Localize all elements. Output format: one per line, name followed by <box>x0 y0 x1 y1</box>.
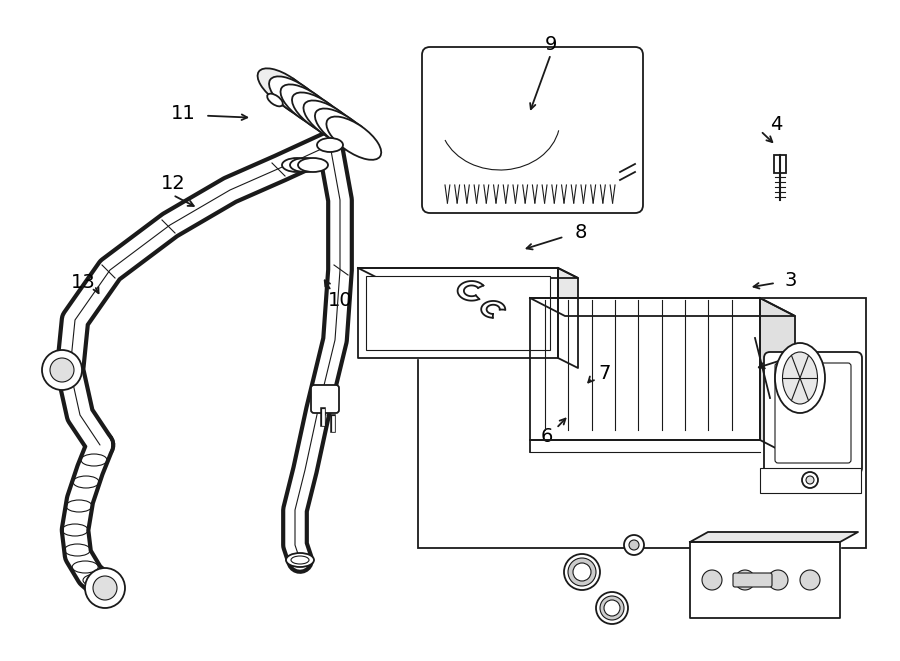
Ellipse shape <box>292 93 346 136</box>
Ellipse shape <box>317 138 343 152</box>
Bar <box>774 155 786 173</box>
FancyBboxPatch shape <box>422 47 643 213</box>
Text: 7: 7 <box>598 364 611 383</box>
Text: 5: 5 <box>788 348 800 366</box>
FancyBboxPatch shape <box>311 385 339 413</box>
Circle shape <box>573 563 591 581</box>
Circle shape <box>93 576 117 600</box>
Polygon shape <box>358 268 578 278</box>
Circle shape <box>629 540 639 550</box>
Text: 6: 6 <box>541 427 554 446</box>
Circle shape <box>624 535 644 555</box>
Ellipse shape <box>775 343 825 413</box>
Ellipse shape <box>269 77 324 120</box>
Text: 3: 3 <box>784 272 796 290</box>
Circle shape <box>806 476 814 484</box>
FancyBboxPatch shape <box>733 573 772 587</box>
FancyBboxPatch shape <box>775 363 851 463</box>
Circle shape <box>596 592 628 624</box>
Polygon shape <box>358 268 558 358</box>
Circle shape <box>800 570 820 590</box>
Ellipse shape <box>290 158 320 172</box>
Text: 12: 12 <box>160 175 185 193</box>
Bar <box>418 298 866 548</box>
Text: 9: 9 <box>544 36 557 54</box>
Bar <box>760 468 861 493</box>
Ellipse shape <box>298 158 328 172</box>
FancyBboxPatch shape <box>764 352 862 474</box>
Circle shape <box>564 554 600 590</box>
Circle shape <box>768 570 788 590</box>
Text: 8: 8 <box>574 223 587 242</box>
Text: 4: 4 <box>770 115 782 134</box>
Circle shape <box>735 570 755 590</box>
Polygon shape <box>690 542 840 618</box>
Ellipse shape <box>286 553 314 567</box>
Circle shape <box>568 558 596 586</box>
Text: 13: 13 <box>70 274 95 292</box>
Circle shape <box>85 568 125 608</box>
Circle shape <box>702 570 722 590</box>
Ellipse shape <box>257 68 312 112</box>
Ellipse shape <box>282 158 312 172</box>
Polygon shape <box>558 268 578 368</box>
Polygon shape <box>760 298 795 458</box>
Text: 11: 11 <box>171 104 196 123</box>
Circle shape <box>600 596 624 620</box>
Ellipse shape <box>267 94 283 106</box>
Circle shape <box>42 350 82 390</box>
Polygon shape <box>530 298 795 316</box>
Polygon shape <box>530 298 760 440</box>
Ellipse shape <box>291 556 309 564</box>
Bar <box>366 276 550 350</box>
Ellipse shape <box>281 85 336 128</box>
Circle shape <box>604 600 620 616</box>
Ellipse shape <box>327 116 382 160</box>
Ellipse shape <box>315 108 370 152</box>
Circle shape <box>802 472 818 488</box>
Circle shape <box>50 358 74 382</box>
Ellipse shape <box>303 100 358 143</box>
Text: 10: 10 <box>328 292 353 310</box>
Text: 1: 1 <box>408 300 420 319</box>
Polygon shape <box>690 532 858 542</box>
Ellipse shape <box>782 352 817 404</box>
Text: 2: 2 <box>444 328 456 346</box>
